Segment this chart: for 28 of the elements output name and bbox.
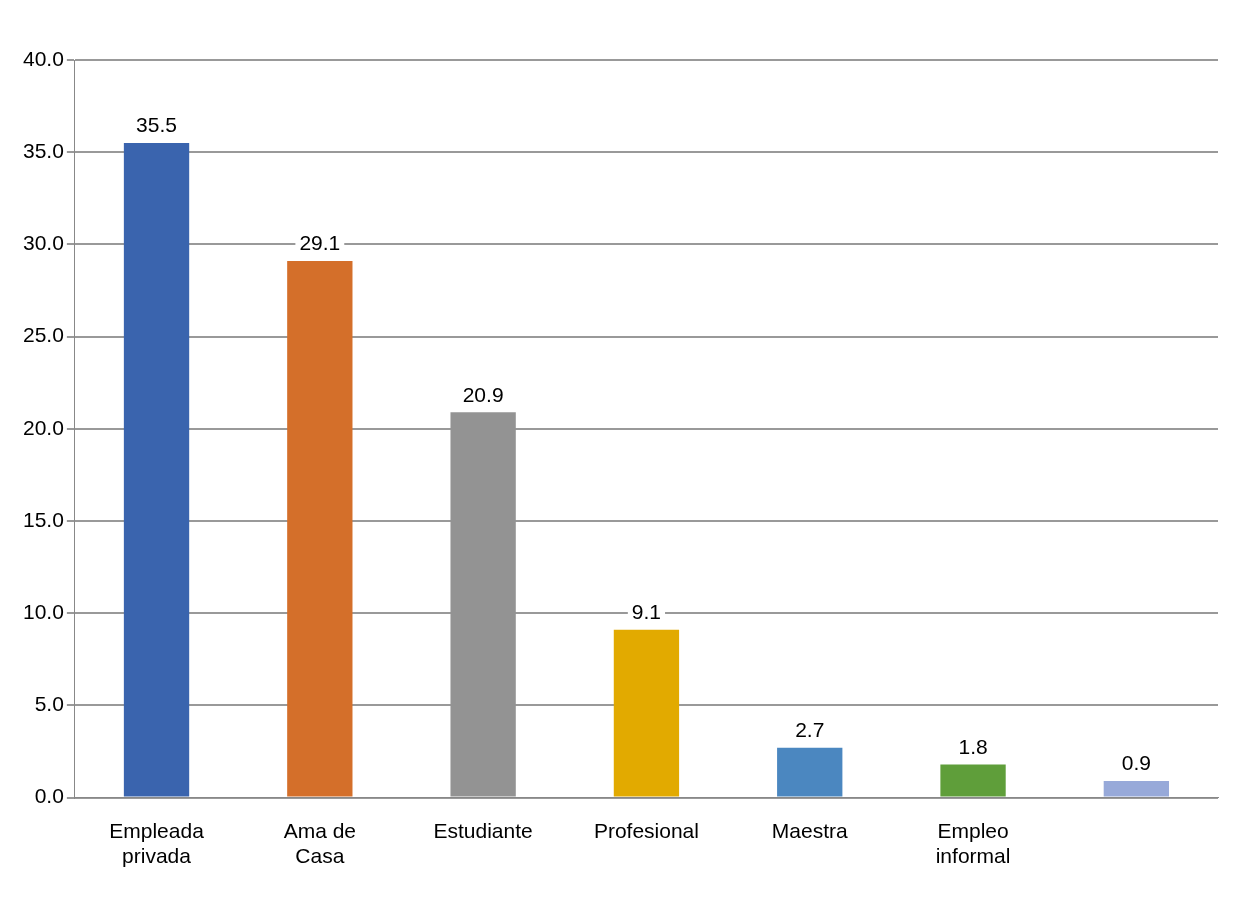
data-label: 2.7 — [795, 718, 825, 742]
data-label: 35.5 — [136, 113, 177, 137]
x-tick-label: Ama de Casa — [283, 819, 357, 868]
data-label: 20.9 — [462, 382, 504, 406]
bar — [613, 629, 680, 797]
y-tick-label: 10.0 — [23, 600, 64, 623]
bar — [1103, 781, 1170, 797]
x-tick-label: Estudiante — [433, 819, 533, 842]
data-label: 9.1 — [631, 600, 662, 624]
data-label: 0.9 — [1121, 751, 1151, 775]
y-tick-label: 0.0 — [34, 784, 64, 808]
bar — [123, 142, 190, 797]
bar — [940, 764, 1006, 797]
bar — [777, 747, 843, 797]
y-tick-label: 15.0 — [23, 507, 64, 531]
y-tick-label: 5.0 — [34, 692, 64, 716]
x-tick-label: Maestra — [771, 819, 848, 842]
x-tick-label: Empleo informal — [935, 819, 1011, 868]
bar — [287, 261, 353, 797]
data-label: 29.1 — [299, 231, 341, 255]
y-tick-label: 25.0 — [23, 323, 64, 347]
x-tick-label: Profesional — [593, 819, 699, 842]
data-label: 1.8 — [958, 734, 988, 758]
y-tick-label: 40.0 — [23, 46, 64, 70]
y-tick-label: 30.0 — [23, 231, 64, 255]
y-tick-label: 35.0 — [23, 139, 64, 162]
x-tick-label: Empleada privada — [109, 819, 205, 868]
y-tick-label: 20.0 — [23, 415, 64, 439]
